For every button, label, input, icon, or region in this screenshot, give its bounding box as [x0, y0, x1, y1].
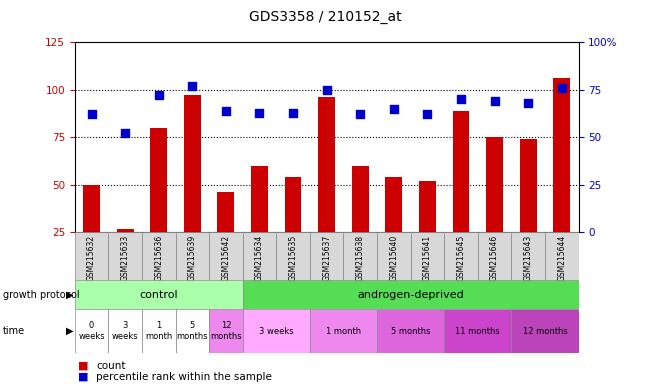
Text: growth protocol: growth protocol: [3, 290, 80, 300]
Bar: [142, 309, 176, 353]
Text: GSM215646: GSM215646: [490, 235, 499, 281]
Text: GSM215633: GSM215633: [121, 235, 129, 281]
Bar: [318, 98, 335, 232]
Text: 5
months: 5 months: [177, 321, 208, 341]
Point: [523, 100, 533, 106]
Text: 3 weeks: 3 weeks: [259, 327, 294, 336]
Text: 1 month: 1 month: [326, 327, 361, 336]
Point: [288, 109, 298, 116]
Bar: [377, 309, 444, 353]
Bar: [83, 185, 100, 232]
Bar: [444, 232, 478, 280]
Text: GSM215636: GSM215636: [154, 235, 163, 281]
Point: [355, 111, 365, 118]
Bar: [176, 309, 209, 353]
Text: 0
weeks: 0 weeks: [78, 321, 105, 341]
Point: [120, 131, 130, 137]
Text: ▶: ▶: [66, 326, 74, 336]
Bar: [276, 232, 310, 280]
Point: [556, 85, 567, 91]
Bar: [310, 309, 377, 353]
Point: [220, 108, 231, 114]
Text: ■: ■: [78, 361, 88, 371]
Text: control: control: [139, 290, 178, 300]
Bar: [512, 232, 545, 280]
Bar: [184, 96, 201, 232]
Text: GSM215639: GSM215639: [188, 235, 197, 281]
Bar: [444, 309, 512, 353]
Text: GSM215644: GSM215644: [557, 235, 566, 281]
Text: GSM215643: GSM215643: [524, 235, 532, 281]
Point: [489, 98, 500, 104]
Text: GSM215634: GSM215634: [255, 235, 264, 281]
Bar: [209, 232, 242, 280]
Bar: [343, 232, 377, 280]
Bar: [75, 309, 109, 353]
Text: GSM215641: GSM215641: [423, 235, 432, 281]
Text: GSM215632: GSM215632: [87, 235, 96, 281]
Bar: [486, 137, 503, 232]
Text: GSM215635: GSM215635: [289, 235, 298, 281]
Bar: [478, 232, 512, 280]
Bar: [176, 232, 209, 280]
Point: [321, 87, 332, 93]
Text: GSM215642: GSM215642: [222, 235, 230, 281]
Bar: [545, 232, 578, 280]
Point: [389, 106, 399, 112]
Text: 5 months: 5 months: [391, 327, 430, 336]
Text: ▶: ▶: [66, 290, 74, 300]
Bar: [352, 166, 369, 232]
Text: 12 months: 12 months: [523, 327, 567, 336]
Text: ■: ■: [78, 372, 88, 382]
Bar: [411, 232, 444, 280]
Bar: [452, 111, 469, 232]
Bar: [520, 139, 536, 232]
Text: 11 months: 11 months: [456, 327, 500, 336]
Point: [456, 96, 466, 103]
Text: 12
months: 12 months: [210, 321, 242, 341]
Bar: [242, 232, 276, 280]
Point: [153, 93, 164, 99]
Bar: [512, 309, 578, 353]
Bar: [553, 78, 570, 232]
Bar: [109, 309, 142, 353]
Bar: [209, 309, 242, 353]
Bar: [377, 232, 411, 280]
Text: time: time: [3, 326, 25, 336]
Bar: [310, 232, 343, 280]
Text: androgen-deprived: androgen-deprived: [358, 290, 464, 300]
Text: 3
weeks: 3 weeks: [112, 321, 138, 341]
Point: [187, 83, 198, 89]
Text: GSM215637: GSM215637: [322, 235, 331, 281]
Bar: [242, 309, 310, 353]
Text: GSM215645: GSM215645: [456, 235, 465, 281]
Point: [254, 109, 265, 116]
Bar: [285, 177, 302, 232]
Bar: [109, 232, 142, 280]
Bar: [75, 280, 242, 309]
Text: GDS3358 / 210152_at: GDS3358 / 210152_at: [249, 10, 401, 23]
Bar: [150, 128, 167, 232]
Text: 1
month: 1 month: [145, 321, 172, 341]
Bar: [75, 232, 109, 280]
Bar: [117, 228, 133, 232]
Point: [422, 111, 433, 118]
Text: GSM215640: GSM215640: [389, 235, 398, 281]
Text: count: count: [96, 361, 125, 371]
Point: [86, 111, 97, 118]
Bar: [218, 192, 234, 232]
Bar: [142, 232, 176, 280]
Bar: [419, 181, 436, 232]
Bar: [251, 166, 268, 232]
Text: percentile rank within the sample: percentile rank within the sample: [96, 372, 272, 382]
Bar: [385, 177, 402, 232]
Text: GSM215638: GSM215638: [356, 235, 365, 281]
Bar: [242, 280, 578, 309]
